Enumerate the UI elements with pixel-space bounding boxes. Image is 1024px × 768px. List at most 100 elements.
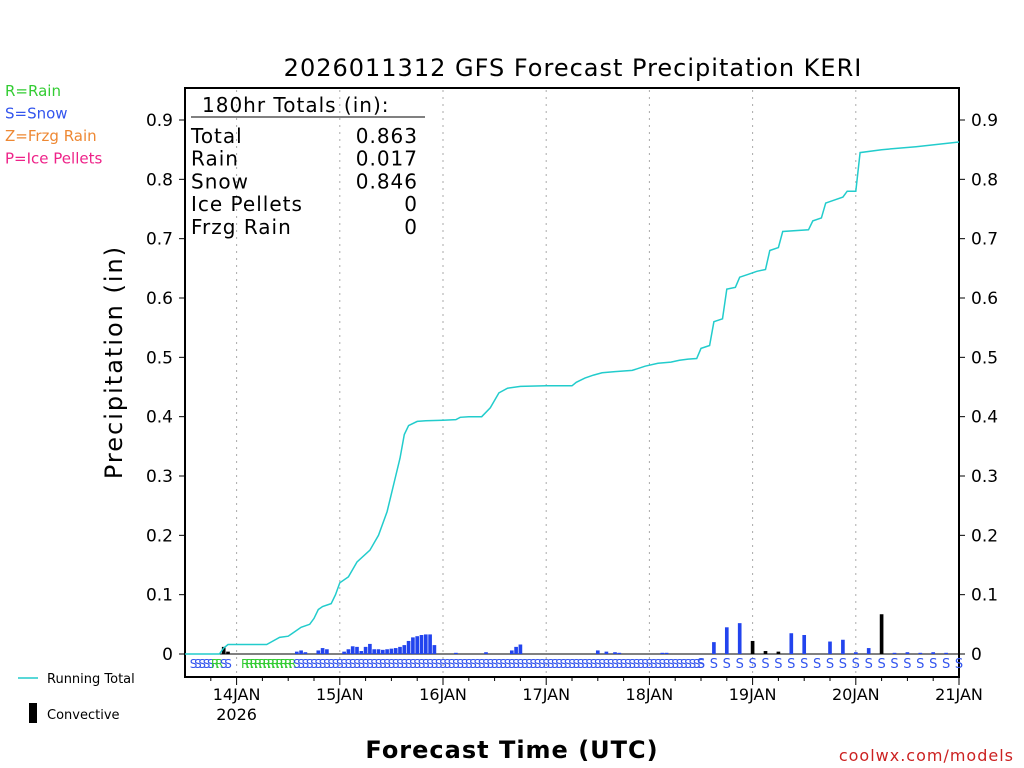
ptype-letter: S [521,657,529,671]
ptype-letter: S [748,657,756,672]
ptype-letter: S [439,657,447,671]
ptype-letter: S [409,657,417,671]
y-tick-label: 0.2 [146,526,173,546]
convective-legend-label: Convective [47,708,120,723]
precip-bar [866,648,871,654]
y-tick-label: 0 [162,645,173,665]
ptype-legend-item: R=Rain [5,82,61,100]
precip-bar [411,637,415,654]
totals-row-value: 0 [404,215,418,239]
x-tick-label: 21JAN [935,685,983,704]
precip-bar [393,648,398,654]
ptype-letter: S [203,657,211,671]
precip-bar [398,646,402,654]
ptype-letter: S [568,657,576,671]
ptype-letter: S [598,657,606,671]
precip-bar [316,650,321,654]
y-tick-label: 0.3 [146,467,173,487]
ptype-letter: S [340,657,348,671]
ptype-letter: S [663,657,671,671]
precip-bar [376,649,381,654]
ptype-letter: S [517,657,525,671]
y-tick-label: 0.8 [146,170,173,190]
ptype-letter: S [538,657,546,671]
precip-bar [660,652,665,654]
ptype-letter: S [396,657,404,671]
ptype-letter: S [641,657,649,671]
precip-bar [617,652,622,654]
precip-bar [428,634,432,654]
ptype-letter: S [774,657,782,672]
ptype-letter: S [482,657,490,671]
ptype-letter: S [297,657,305,671]
ptype-letter: S [865,657,873,672]
ptype-letter: S [650,657,658,671]
ptype-letter: R [215,657,223,671]
ptype-letter: S [456,657,464,671]
precip-bar [484,652,488,654]
ptype-letter: S [667,657,675,671]
ptype-letter: S [224,657,232,671]
ptype-letter: S [508,657,516,671]
y-tick-label: 0.6 [146,289,173,309]
ptype-letter: S [577,657,585,671]
ptype-letter: S [190,657,198,671]
ptype-letter: S [697,657,705,671]
ptype-letter: S [474,657,482,671]
ptype-letter: S [220,657,228,671]
ptype-letter: S [955,657,963,672]
ptype-letter: S [676,657,684,671]
vertical-gridlines [236,90,857,676]
totals-row-label: Rain [191,147,239,171]
ptype-letter: S [813,657,821,672]
ptype-letter: R [241,657,249,671]
ptype-letter: S [194,657,202,671]
ptype-letter: R [267,657,275,671]
convective-legend-swatch [29,703,37,723]
totals-rows: Total 0.863 Rain 0.017 Snow 0.846 Ice Pellets 0… [190,124,418,239]
ptype-letter: S [654,657,662,671]
ptype-letter: S [607,657,615,671]
ptype-letter: S [400,657,408,671]
ptype-letter: S [852,657,860,672]
precip-bar [419,635,424,654]
ptype-letter: S [327,657,335,671]
precip-bar [724,627,729,654]
ptype-letter: S [800,657,808,672]
precip-bar [294,651,299,654]
totals-row-value: 0.846 [356,169,418,193]
totals-row-value: 0.017 [356,147,418,171]
ptype-letter: S [826,657,834,672]
ptype-letter: S [370,657,378,671]
ptype-letter: S [379,657,387,671]
ptype-letter: S [293,657,301,671]
ptype-legend-item: P=Ice Pellets [5,150,102,168]
y-tick-label: 0.6 [971,289,998,309]
y-axis-right: 0 0.1 0.2 0.3 0.4 0.5 0.6 0.7 0.8 0.9 [959,111,998,665]
ptype-letter: S [388,657,396,671]
precip-bar [518,644,523,654]
ptype-letter: R [258,657,266,671]
plot-frame [184,87,960,678]
ptype-letter: S [628,657,636,671]
precip-bar [406,640,411,654]
precip-bar [514,646,518,654]
ptype-letter: S [555,657,563,671]
ptype-letter: S [504,657,512,671]
ptype-letter: S [345,657,353,671]
ptype-letter: S [435,657,443,671]
precip-bar [432,645,437,654]
precip-bar [372,649,377,654]
running-total-line [185,141,960,655]
ptype-letter: S [624,657,632,671]
ptype-letter: S [491,657,499,671]
y-tick-label: 0.7 [146,230,173,250]
ptype-letter: S [564,657,572,671]
ptype-letter: S [512,657,520,671]
ptype-letter: S [452,657,460,671]
precip-bar [221,646,226,654]
precip-bar [789,633,794,654]
x-tick-label: 20JAN [832,685,880,704]
ptype-letter: S [207,657,215,671]
chart-title: 2026011312 GFS Forecast Precipitation KE… [284,54,863,82]
